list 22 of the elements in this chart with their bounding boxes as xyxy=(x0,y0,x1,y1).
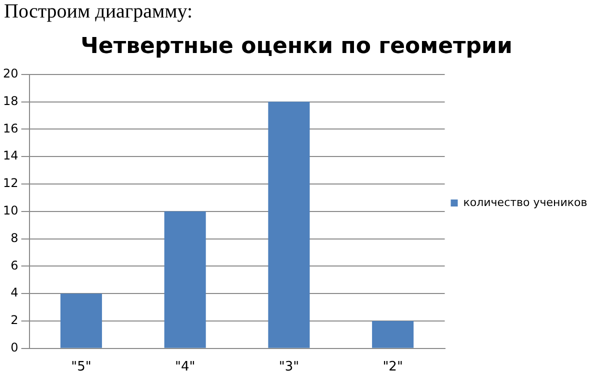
bar xyxy=(60,294,102,348)
x-tick-label: "3" xyxy=(278,360,300,375)
y-tick-label: 10 xyxy=(2,204,18,218)
y-tick-label: 6 xyxy=(10,258,18,272)
y-tick-label: 18 xyxy=(2,94,18,108)
text: Построим диаграмму: xyxy=(4,0,193,22)
legend-label: количество учеников xyxy=(463,196,588,209)
y-tick-label: 14 xyxy=(2,148,18,163)
chart-title: Четвертные оценки по геометрии xyxy=(80,34,512,59)
x-tick-label: "2" xyxy=(382,360,403,375)
x-tick-label: "5" xyxy=(71,360,92,375)
y-tick-label: 20 xyxy=(2,66,18,81)
y-tick-label: 16 xyxy=(2,121,18,136)
bar xyxy=(164,211,206,348)
y-tick-label: 4 xyxy=(10,286,18,300)
bar xyxy=(372,321,414,348)
y-tick-label: 8 xyxy=(10,230,18,245)
y-tick-label: 12 xyxy=(2,176,18,190)
y-tick-label: 2 xyxy=(10,313,18,328)
x-tick-label: "4" xyxy=(174,360,196,375)
y-tick-label: 0 xyxy=(10,340,18,355)
bar xyxy=(268,102,310,348)
